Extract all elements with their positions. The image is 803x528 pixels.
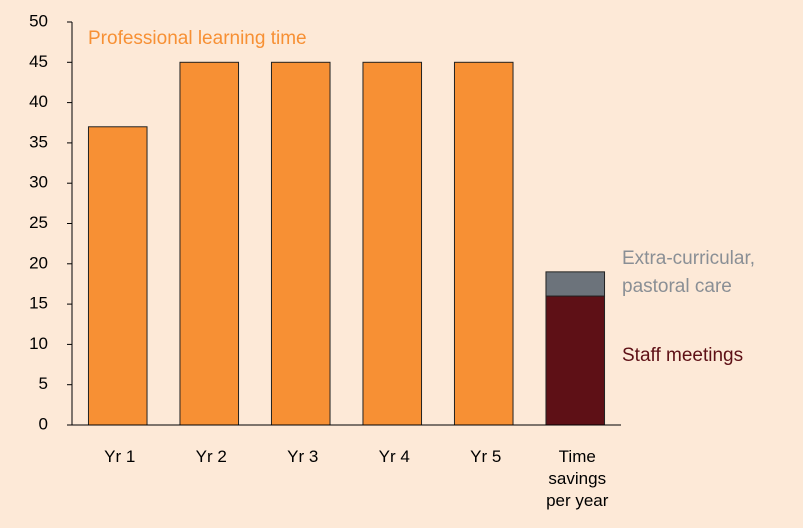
y-tick-label: 25 bbox=[29, 213, 48, 232]
y-tick-label: 20 bbox=[29, 253, 48, 272]
bar bbox=[87, 126, 148, 426]
bar bbox=[270, 61, 331, 426]
bar bbox=[362, 61, 423, 426]
y-tick-label: 40 bbox=[29, 92, 48, 111]
series-label: Staff meetings bbox=[622, 345, 744, 366]
x-tick-label: Yr 3 bbox=[287, 447, 319, 466]
y-tick-label: 50 bbox=[29, 11, 48, 30]
x-tick-label: Yr 4 bbox=[378, 447, 410, 466]
bar bbox=[545, 295, 606, 426]
bar bbox=[179, 61, 240, 426]
y-tick-label: 30 bbox=[29, 173, 48, 192]
y-tick-label: 15 bbox=[29, 294, 48, 313]
y-tick-label: 10 bbox=[29, 334, 48, 353]
y-tick-label: 45 bbox=[29, 52, 48, 71]
series-label: Professional learning time bbox=[88, 28, 307, 49]
x-tick-label: Yr 5 bbox=[470, 447, 502, 466]
series-label: Extra-curricular, pastoral care bbox=[622, 248, 756, 297]
bar bbox=[545, 271, 606, 297]
y-tick-label: 0 bbox=[39, 414, 48, 433]
x-tick-label: Yr 2 bbox=[195, 447, 227, 466]
bar bbox=[453, 61, 514, 426]
x-tick-label: Yr 1 bbox=[104, 447, 136, 466]
y-tick-label: 35 bbox=[29, 132, 48, 151]
y-tick-label: 5 bbox=[39, 374, 48, 393]
x-tick-label: Time savings per year bbox=[546, 447, 609, 510]
